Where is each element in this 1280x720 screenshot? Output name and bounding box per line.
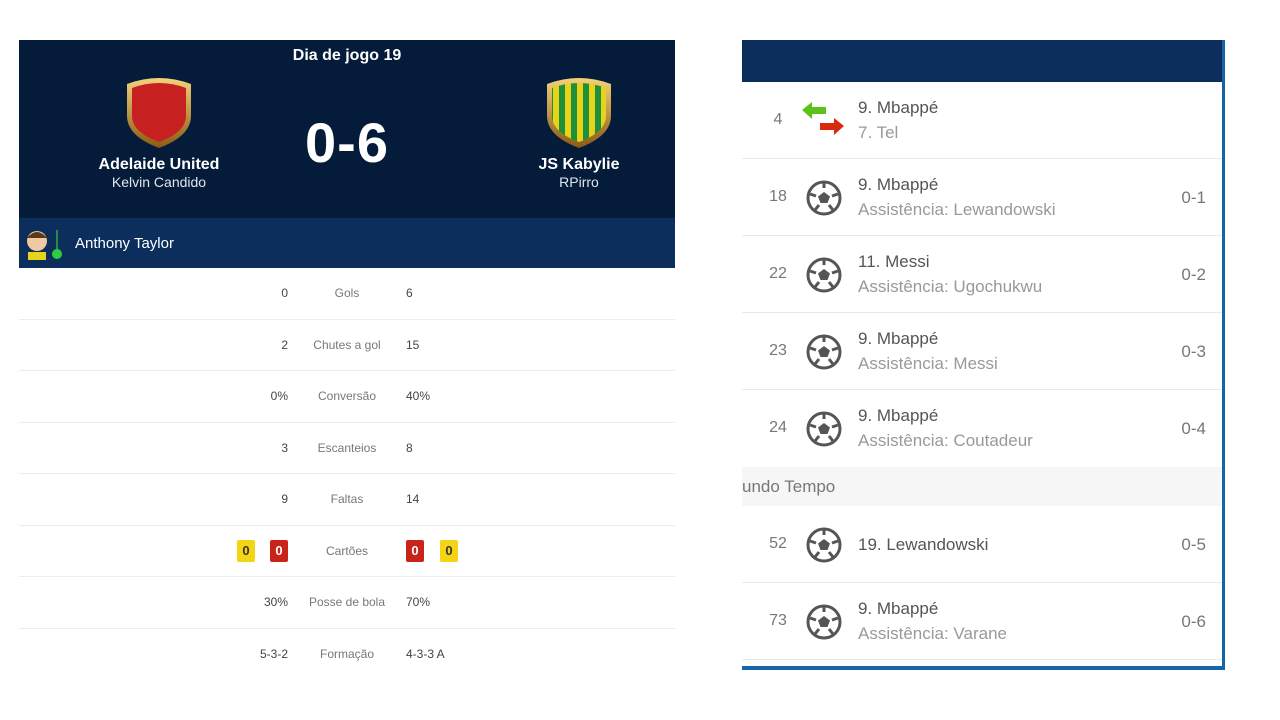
stat-row-goals: 0 Gols 6 bbox=[19, 268, 675, 320]
away-manager: RPirro bbox=[559, 174, 599, 190]
away-red-card: 0 bbox=[406, 539, 424, 562]
home-manager: Kelvin Candido bbox=[111, 174, 207, 190]
home-value: 0 bbox=[281, 286, 288, 300]
running-score: 0-4 bbox=[1181, 419, 1206, 438]
running-score: 0-5 bbox=[1181, 535, 1206, 554]
event-row-substitution: 4 9. Mbappé 7. Tel bbox=[742, 82, 1222, 159]
scorer[interactable]: 9. Mbappé bbox=[858, 329, 939, 348]
stat-row-cards: 0 0 Cartões 0 0 bbox=[19, 526, 675, 577]
referee-bar: Anthony Taylor bbox=[19, 218, 675, 268]
match-header: Dia de jogo 19 Adelaide United Kelvin Ca… bbox=[19, 40, 675, 218]
home-yellow-card: 0 bbox=[237, 539, 255, 562]
away-value: 14 bbox=[406, 492, 420, 506]
final-score: 0-6 bbox=[305, 111, 389, 174]
matchday-label: Dia de jogo 19 bbox=[292, 47, 402, 64]
home-value: 0% bbox=[270, 389, 288, 403]
referee-avatar-icon bbox=[27, 230, 62, 260]
away-team-name: JS Kabylie bbox=[538, 156, 620, 173]
assist: Assistência: Coutadeur bbox=[858, 431, 1033, 450]
events-header bbox=[742, 40, 1222, 82]
home-value: 9 bbox=[281, 492, 288, 506]
scorer[interactable]: 9. Mbappé bbox=[858, 175, 939, 194]
event-minute: 52 bbox=[769, 535, 787, 552]
away-value: 8 bbox=[406, 440, 413, 455]
event-minute: 24 bbox=[769, 419, 787, 436]
event-minute: 4 bbox=[773, 111, 783, 128]
goal-ball-icon bbox=[806, 257, 842, 293]
home-team-name: Adelaide United bbox=[98, 156, 220, 173]
event-row-goal: 18 9. Mbappé Assistência: Lewandowski 0-… bbox=[742, 159, 1222, 236]
goal-ball-icon bbox=[806, 527, 842, 563]
running-score: 0-1 bbox=[1181, 188, 1206, 207]
home-red-card: 0 bbox=[270, 539, 288, 562]
match-events-panel: 4 9. Mbappé 7. Tel 18 9. Mbappé Assistên… bbox=[742, 40, 1225, 670]
event-row-goal: 23 9. Mbappé Assistência: Messi 0-3 bbox=[742, 313, 1222, 390]
stat-label: Escanteios bbox=[317, 440, 377, 455]
home-value: 5-3-2 bbox=[259, 646, 288, 661]
event-row-goal: 73 9. Mbappé Assistência: Varane 0-6 bbox=[742, 583, 1222, 660]
goal-ball-icon bbox=[806, 334, 842, 370]
event-row-goal: 24 9. Mbappé Assistência: Coutadeur 0-4 bbox=[742, 390, 1222, 467]
assist: Assistência: Lewandowski bbox=[858, 200, 1056, 219]
stat-label: Formação bbox=[319, 646, 375, 661]
event-minute: 22 bbox=[769, 265, 787, 282]
scorer[interactable]: 19. Lewandowski bbox=[858, 535, 989, 554]
player-in[interactable]: 9. Mbappé bbox=[858, 98, 939, 117]
away-crest-icon bbox=[547, 78, 611, 148]
stat-label: Conversão bbox=[317, 389, 377, 403]
event-minute: 73 bbox=[769, 612, 787, 629]
stats-table: 0 Gols 6 2 Chutes a gol 15 0% Conversão 40% 3 E… bbox=[19, 268, 675, 680]
home-value: 3 bbox=[281, 440, 288, 455]
assist: Assistência: Ugochukwu bbox=[858, 277, 1043, 296]
away-value: 40% bbox=[406, 389, 431, 403]
away-value: 15 bbox=[406, 337, 420, 352]
stat-row-possession: 30% Posse de bola 70% bbox=[19, 577, 675, 629]
event-minute: 23 bbox=[769, 342, 787, 359]
goal-ball-icon bbox=[806, 604, 842, 640]
stat-row-corners: 3 Escanteios 8 bbox=[19, 423, 675, 474]
away-yellow-card: 0 bbox=[440, 539, 458, 562]
stat-label: Gols bbox=[334, 286, 360, 300]
scorer[interactable]: 9. Mbappé bbox=[858, 599, 939, 618]
scorer[interactable]: 11. Messi bbox=[858, 252, 930, 271]
scorer[interactable]: 9. Mbappé bbox=[858, 406, 939, 425]
substitution-icon bbox=[802, 102, 844, 135]
away-value: 6 bbox=[406, 286, 413, 300]
event-row-goal: 22 11. Messi Assistência: Ugochukwu 0-2 bbox=[742, 236, 1222, 313]
player-out[interactable]: 7. Tel bbox=[858, 123, 899, 142]
stat-label: Cartões bbox=[325, 543, 369, 558]
goal-ball-icon bbox=[806, 411, 842, 447]
goal-ball-icon bbox=[806, 180, 842, 216]
stat-label: Chutes a gol bbox=[313, 337, 381, 352]
assist: Assistência: Messi bbox=[858, 354, 998, 373]
stat-row-shots: 2 Chutes a gol 15 bbox=[19, 320, 675, 371]
away-team[interactable]: JS Kabylie RPirro bbox=[489, 76, 669, 190]
running-score: 0-2 bbox=[1181, 265, 1206, 284]
referee-name: Anthony Taylor bbox=[75, 234, 174, 252]
assist: Assistência: Varane bbox=[858, 624, 1007, 643]
running-score: 0-6 bbox=[1181, 612, 1206, 631]
stat-label: Faltas bbox=[330, 492, 364, 506]
home-team[interactable]: Adelaide United Kelvin Candido bbox=[69, 76, 249, 190]
running-score: 0-3 bbox=[1181, 342, 1206, 361]
event-minute: 18 bbox=[769, 188, 787, 205]
event-row-goal: 52 19. Lewandowski 0-5 bbox=[742, 506, 1222, 583]
stat-row-fouls: 9 Faltas 14 bbox=[19, 474, 675, 526]
home-crest-icon bbox=[127, 78, 191, 148]
away-value: 70% bbox=[406, 595, 431, 609]
stat-row-conversion: 0% Conversão 40% bbox=[19, 371, 675, 423]
stat-label: Posse de bola bbox=[308, 595, 386, 609]
away-value: 4-3-3 A bbox=[406, 646, 445, 661]
home-value: 30% bbox=[263, 595, 288, 609]
section-header-second-half: undo Tempo bbox=[742, 467, 1222, 506]
match-summary-panel: Dia de jogo 19 Adelaide United Kelvin Ca… bbox=[19, 40, 675, 680]
home-value: 2 bbox=[281, 337, 288, 352]
stat-row-formation: 5-3-2 Formação 4-3-3 A bbox=[19, 629, 675, 681]
